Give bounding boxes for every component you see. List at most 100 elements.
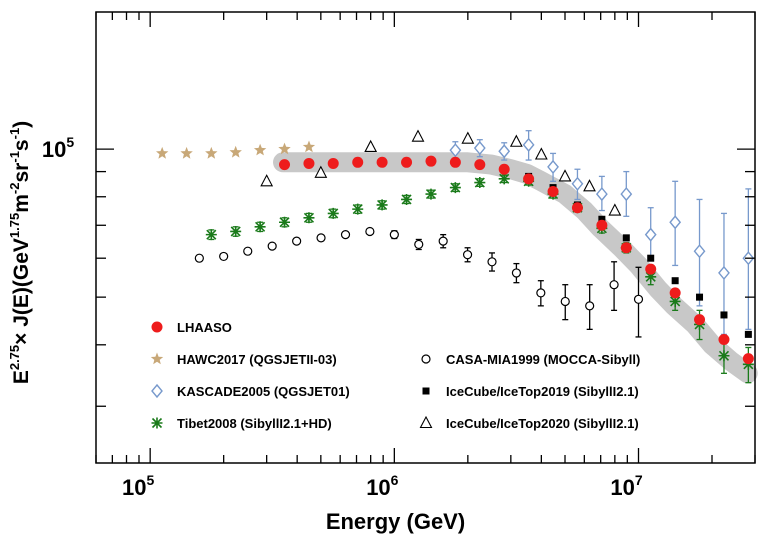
data-point (720, 311, 728, 319)
data-point (511, 268, 522, 278)
data-point (608, 203, 622, 216)
data-point (595, 187, 608, 202)
data-point (279, 216, 291, 228)
data-point (742, 353, 754, 365)
data-point (462, 250, 473, 260)
data-point (303, 212, 315, 224)
data-point (449, 143, 462, 158)
data-point (156, 146, 169, 159)
uncertainty-band (273, 152, 758, 384)
data-point (645, 271, 657, 283)
data-point (316, 233, 326, 243)
data-point (620, 242, 632, 254)
data-point (598, 215, 606, 223)
x-axis-title: Energy (GeV) (326, 509, 465, 534)
data-point (585, 301, 595, 311)
data-point (425, 155, 437, 167)
data-point (327, 207, 339, 219)
legend-entry-casa-mia1999-mocca-sibyll: CASA-MIA1999 (MOCCA-Sibyll) (421, 352, 640, 367)
data-point (609, 280, 619, 290)
data-point (693, 244, 706, 259)
series-icecube-icetop2020-sibylli2-1 (260, 129, 622, 216)
data-point (547, 185, 559, 197)
data-point (718, 350, 730, 362)
data-point (498, 163, 510, 175)
data-point (622, 234, 630, 242)
legend-entry-icecube-icetop2020-sibylli2-1: IceCube/IceTop2020 (SibyllI2.1) (419, 415, 639, 431)
data-point (449, 182, 461, 194)
legend-marker (151, 321, 163, 333)
legend-entry-kascade2005-qgsjet01: KASCADE2005 (QGSJET01) (151, 383, 350, 399)
data-point (253, 143, 267, 156)
data-point (509, 134, 523, 147)
y-tick-label: 105 (42, 134, 74, 162)
data-point (230, 225, 242, 237)
data-point (718, 265, 730, 281)
data-point (744, 330, 752, 338)
data-point (364, 139, 378, 153)
data-point (365, 226, 375, 237)
data-point (352, 203, 364, 215)
x-tick-label: 106 (366, 472, 398, 500)
data-point (669, 287, 681, 299)
data-point (254, 221, 266, 233)
data-point (583, 179, 596, 192)
series-kascade2005-qgsjet01 (449, 130, 755, 336)
data-point (461, 131, 475, 144)
data-point (243, 246, 253, 256)
data-point (314, 165, 328, 178)
data-point (219, 251, 229, 262)
data-point (742, 358, 754, 370)
legend-label: IceCube/IceTop2020 (SibyllI2.1) (446, 416, 639, 431)
data-point (633, 294, 644, 304)
data-point (260, 174, 274, 187)
data-point (671, 277, 679, 285)
legend-entry-icecube-icetop2019-sibylli2-1: IceCube/IceTop2019 (SibyllI2.1) (422, 384, 639, 399)
data-point (645, 263, 657, 275)
legend-label: Tibet2008 (SibyllI2.1+HD) (177, 416, 332, 431)
data-point (669, 215, 682, 230)
x-tick-label: 105 (122, 472, 154, 500)
plot-frame (95, 11, 756, 464)
plot-area (156, 129, 758, 384)
data-point (571, 176, 584, 191)
data-point (411, 129, 425, 142)
legend-entry-lhaaso: LHAASO (151, 320, 232, 335)
data-point (194, 253, 204, 263)
data-point (522, 137, 535, 152)
data-point (596, 219, 608, 231)
data-point (279, 159, 291, 171)
data-point (449, 156, 461, 168)
data-point (401, 156, 413, 168)
data-point (389, 230, 399, 240)
legend-marker (422, 387, 430, 395)
data-point (558, 169, 572, 182)
legend: LHAASO HAWC2017 (QGSJETII-03) KASCADE2005 … (150, 320, 640, 431)
data-point (340, 230, 351, 240)
data-point (302, 140, 316, 153)
data-point (376, 199, 388, 211)
data-point (547, 159, 559, 174)
data-point (180, 146, 193, 159)
data-point (473, 140, 486, 156)
data-point (414, 239, 424, 250)
data-point (718, 334, 730, 346)
data-point (571, 202, 583, 214)
data-point (536, 288, 546, 298)
data-point (438, 236, 448, 246)
series-casa-mia1999-mocca-sibyll (194, 226, 644, 338)
legend-entry-tibet2008-sibylli2-1-hd: Tibet2008 (SibyllI2.1+HD) (151, 416, 332, 431)
data-point (696, 293, 704, 301)
data-point (669, 295, 681, 307)
x-tick-label: 107 (610, 472, 642, 500)
data-point (303, 157, 315, 169)
data-point (352, 156, 364, 168)
legend-marker (151, 417, 163, 429)
data-point (498, 144, 511, 159)
data-point (376, 156, 388, 168)
data-point (327, 157, 339, 169)
data-point (620, 187, 633, 202)
data-point (401, 193, 413, 205)
data-point (425, 188, 437, 200)
